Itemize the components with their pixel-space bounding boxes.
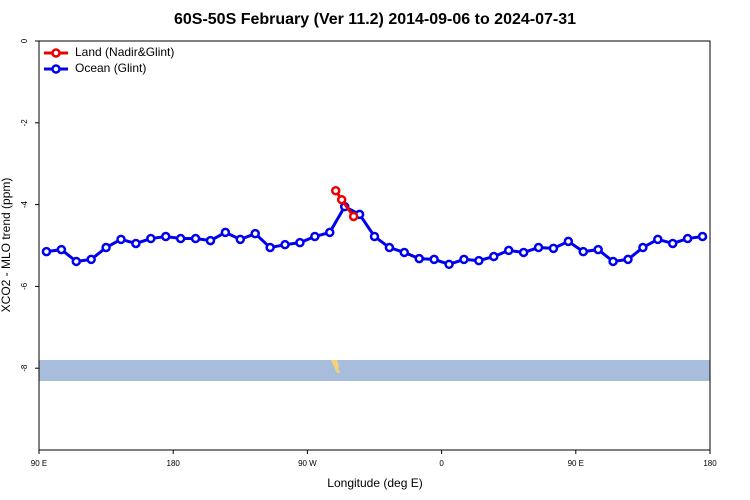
data-point	[369, 231, 380, 242]
data-point	[265, 242, 275, 253]
data-point	[310, 231, 320, 242]
data-point	[533, 242, 544, 253]
data-point	[325, 227, 335, 238]
x-tick-label: 180	[167, 459, 181, 468]
chart-title: 60S-50S February (Ver 11.2) 2014-09-06 t…	[174, 11, 576, 28]
y-tick-label: -8	[20, 364, 29, 372]
y-tick-label: -6	[20, 282, 29, 290]
legend-marker	[51, 48, 61, 58]
data-point	[623, 254, 633, 265]
data-point	[86, 254, 96, 265]
y-axis-label: XCO2 - MLO trend (ppm)	[0, 178, 13, 313]
x-axis-label: Longitude (deg E)	[327, 476, 422, 490]
data-point	[220, 227, 231, 238]
data-point	[116, 234, 126, 245]
data-point	[56, 244, 67, 255]
data-point	[330, 185, 341, 196]
y-tick-label: -4	[20, 200, 29, 208]
data-point	[429, 254, 439, 265]
data-point	[384, 242, 395, 253]
legend-marker	[51, 64, 61, 74]
data-point	[697, 231, 708, 242]
map-strip	[39, 360, 710, 381]
data-point	[414, 253, 424, 264]
data-point	[578, 246, 589, 257]
x-tick-label: 90 E	[31, 459, 47, 468]
data-point	[548, 243, 559, 254]
data-point	[459, 254, 469, 265]
data-point	[348, 211, 359, 222]
data-point	[653, 234, 663, 245]
data-point	[295, 237, 305, 248]
data-point	[160, 231, 171, 242]
land-strip	[331, 360, 341, 373]
data-point	[503, 245, 514, 256]
data-point	[667, 238, 678, 249]
x-tick-label: 180	[703, 459, 717, 468]
data-point	[280, 239, 290, 250]
data-point	[638, 242, 648, 253]
x-tick-label: 0	[439, 459, 444, 468]
data-point	[235, 234, 246, 245]
x-tick-label: 90 W	[298, 459, 317, 468]
data-point	[563, 236, 574, 247]
x-tick-label: 90 E	[568, 459, 584, 468]
data-point	[336, 194, 347, 205]
legend-label: Ocean (Glint)	[75, 61, 146, 75]
data-point	[131, 238, 141, 249]
data-point	[682, 233, 693, 244]
plot-frame	[38, 40, 711, 451]
data-point	[399, 247, 410, 258]
data-point	[71, 256, 82, 267]
data-point	[518, 247, 529, 258]
data-point	[190, 233, 201, 244]
y-tick-label: 0	[20, 38, 29, 43]
data-point	[205, 235, 216, 246]
data-point	[101, 242, 111, 253]
data-point	[489, 251, 499, 262]
data-point	[41, 246, 52, 257]
data-point	[608, 256, 618, 267]
data-point	[593, 244, 603, 255]
data-point	[146, 233, 156, 244]
legend-label: Land (Nadir&Glint)	[75, 45, 174, 59]
y-tick-label: -2	[20, 119, 29, 127]
data-point	[474, 255, 484, 266]
data-point	[444, 259, 454, 270]
data-point	[250, 228, 260, 239]
data-point	[175, 233, 186, 244]
